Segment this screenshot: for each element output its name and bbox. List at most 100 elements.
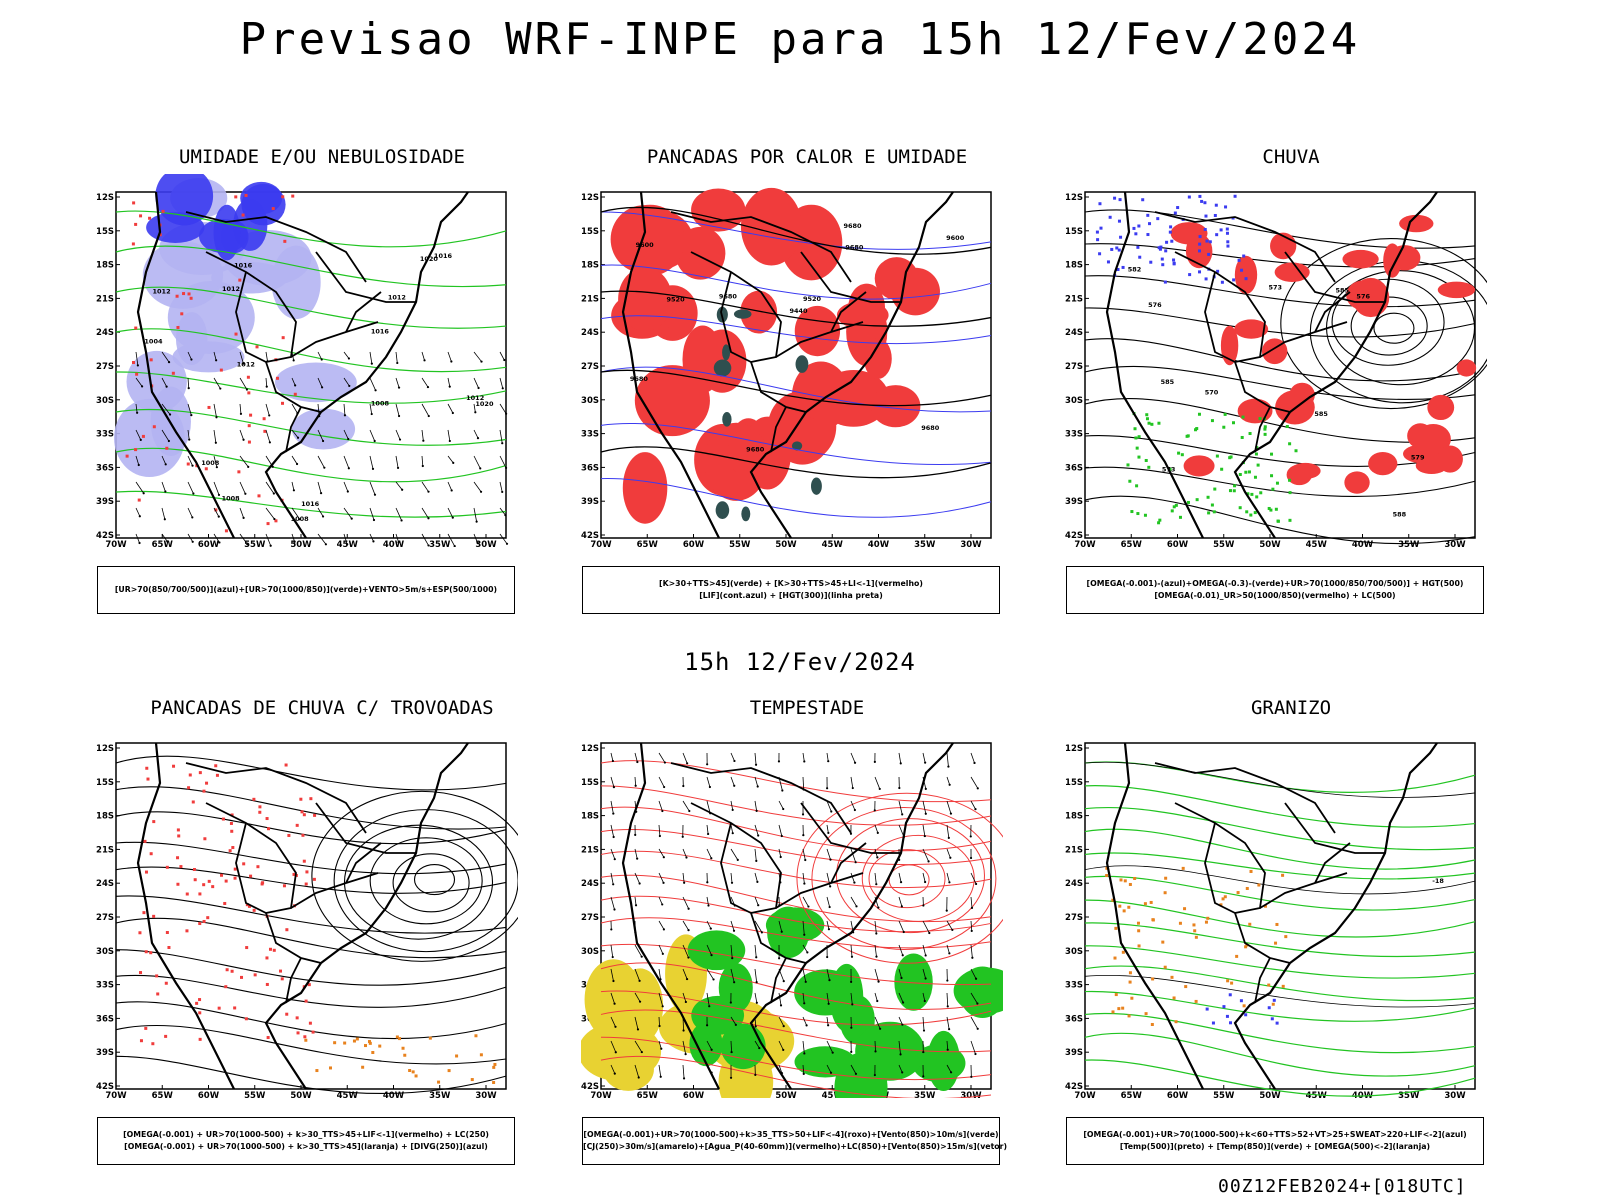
wind-vector bbox=[395, 403, 400, 417]
legend-line: [OMEGA(-0.001)+UR>70(1000-500)+k>35_TTS>… bbox=[583, 1130, 999, 1139]
field-dot bbox=[134, 326, 138, 330]
contour-line bbox=[1084, 806, 1476, 851]
field-dot bbox=[1275, 1021, 1279, 1025]
wind-vector bbox=[682, 848, 687, 858]
wind-vector-head bbox=[324, 543, 328, 546]
wind-vector-head bbox=[452, 461, 455, 465]
wind-vector-head bbox=[901, 1071, 904, 1074]
wind-vector-head bbox=[636, 760, 639, 764]
field-dot bbox=[283, 239, 287, 243]
field-dot bbox=[1130, 996, 1134, 1000]
field-dot bbox=[125, 454, 129, 458]
field-dot bbox=[1249, 869, 1253, 873]
wind-vector bbox=[187, 507, 193, 518]
wind-vector bbox=[850, 752, 856, 763]
field-dot bbox=[1110, 247, 1114, 251]
wind-vector bbox=[187, 429, 190, 440]
wind-vector bbox=[610, 992, 615, 1004]
wind-vector-head bbox=[166, 540, 169, 543]
field-dot bbox=[411, 1070, 415, 1074]
field-dot bbox=[300, 810, 304, 814]
field-dot bbox=[1225, 231, 1229, 235]
field-dot bbox=[1267, 506, 1271, 510]
wind-vector-head bbox=[901, 954, 904, 957]
contour-line bbox=[600, 366, 992, 413]
wind-vector bbox=[706, 896, 709, 906]
field-blob bbox=[175, 312, 208, 366]
field-blob bbox=[291, 408, 356, 450]
field-dot bbox=[1172, 996, 1176, 1000]
lon-tick-label: 60W bbox=[1167, 1091, 1189, 1098]
field-dot bbox=[328, 1066, 332, 1070]
legend-box: [OMEGA(-0.001)+UR>70(1000-500)+k>35_TTS>… bbox=[582, 1117, 1007, 1165]
field-blob bbox=[794, 969, 857, 1016]
field-dot bbox=[1150, 1022, 1154, 1026]
field-dot bbox=[493, 1062, 497, 1066]
field-dot bbox=[1253, 475, 1257, 479]
field-dot bbox=[1239, 999, 1243, 1003]
wind-vector bbox=[610, 1064, 616, 1074]
wind-vector-head bbox=[168, 413, 172, 416]
field-blob bbox=[1368, 452, 1398, 476]
field-dot bbox=[265, 982, 269, 986]
wind-vector-head bbox=[217, 493, 221, 497]
lat-tick-label: 24S bbox=[96, 328, 114, 338]
field-dot bbox=[244, 193, 248, 197]
wind-vector bbox=[161, 533, 168, 542]
field-dot bbox=[1098, 202, 1102, 206]
field-dot bbox=[1145, 413, 1149, 417]
country-border bbox=[315, 802, 416, 854]
lat-tick-label: 36S bbox=[96, 463, 114, 473]
wind-vector-head bbox=[780, 834, 783, 838]
lat-tick-label: 24S bbox=[581, 879, 599, 889]
wind-vector bbox=[610, 1040, 617, 1053]
field-dot bbox=[1128, 980, 1132, 984]
wind-vector-head bbox=[504, 514, 507, 517]
wind-vector bbox=[317, 533, 327, 545]
country-border bbox=[690, 251, 782, 363]
wind-vector-head bbox=[733, 759, 736, 763]
field-dot bbox=[1228, 489, 1232, 493]
wind-vector bbox=[187, 455, 193, 466]
contour-label: 9520 bbox=[667, 295, 686, 303]
panel-title: PANCADAS POR CALOR E UMIDADE bbox=[646, 146, 968, 168]
wind-vector-head bbox=[729, 1076, 733, 1079]
field-blob bbox=[715, 501, 730, 520]
field-dot bbox=[172, 764, 176, 768]
wind-vector bbox=[778, 1064, 783, 1074]
wind-vector-head bbox=[272, 492, 275, 495]
wind-vector-head bbox=[188, 438, 191, 441]
wind-vector bbox=[447, 403, 454, 414]
wind-vector-head bbox=[242, 438, 245, 441]
wind-vector-head bbox=[754, 1073, 757, 1076]
wind-vector-head bbox=[451, 516, 454, 519]
country-border bbox=[800, 251, 901, 303]
wind-vector-head bbox=[663, 761, 667, 764]
lat-tick-label: 33S bbox=[581, 430, 599, 440]
field-dot bbox=[309, 797, 313, 801]
field-blob bbox=[1234, 319, 1269, 339]
lat-tick-label: 42S bbox=[96, 1082, 114, 1092]
field-dot bbox=[371, 1050, 375, 1054]
lon-tick-label: 45W bbox=[337, 1091, 359, 1098]
field-dot bbox=[378, 1044, 382, 1048]
country-border bbox=[205, 251, 297, 363]
field-blob bbox=[615, 204, 685, 276]
wind-vector bbox=[161, 429, 170, 442]
wind-vector-head bbox=[190, 413, 193, 417]
coastline bbox=[136, 191, 469, 539]
field-blob bbox=[274, 362, 357, 403]
wind-vector-head bbox=[661, 809, 664, 813]
wind-vector-head bbox=[215, 416, 218, 419]
field-dot bbox=[198, 892, 202, 896]
field-dot bbox=[1245, 510, 1249, 514]
wind-vector-head bbox=[969, 856, 973, 860]
wind-vector-head bbox=[875, 932, 878, 935]
contour-line bbox=[115, 1055, 507, 1094]
field-dot bbox=[1288, 518, 1292, 522]
field-dot bbox=[1193, 929, 1197, 933]
wind-vector bbox=[946, 1064, 952, 1073]
wind-vector bbox=[826, 992, 830, 1004]
field-dot bbox=[144, 1026, 148, 1030]
